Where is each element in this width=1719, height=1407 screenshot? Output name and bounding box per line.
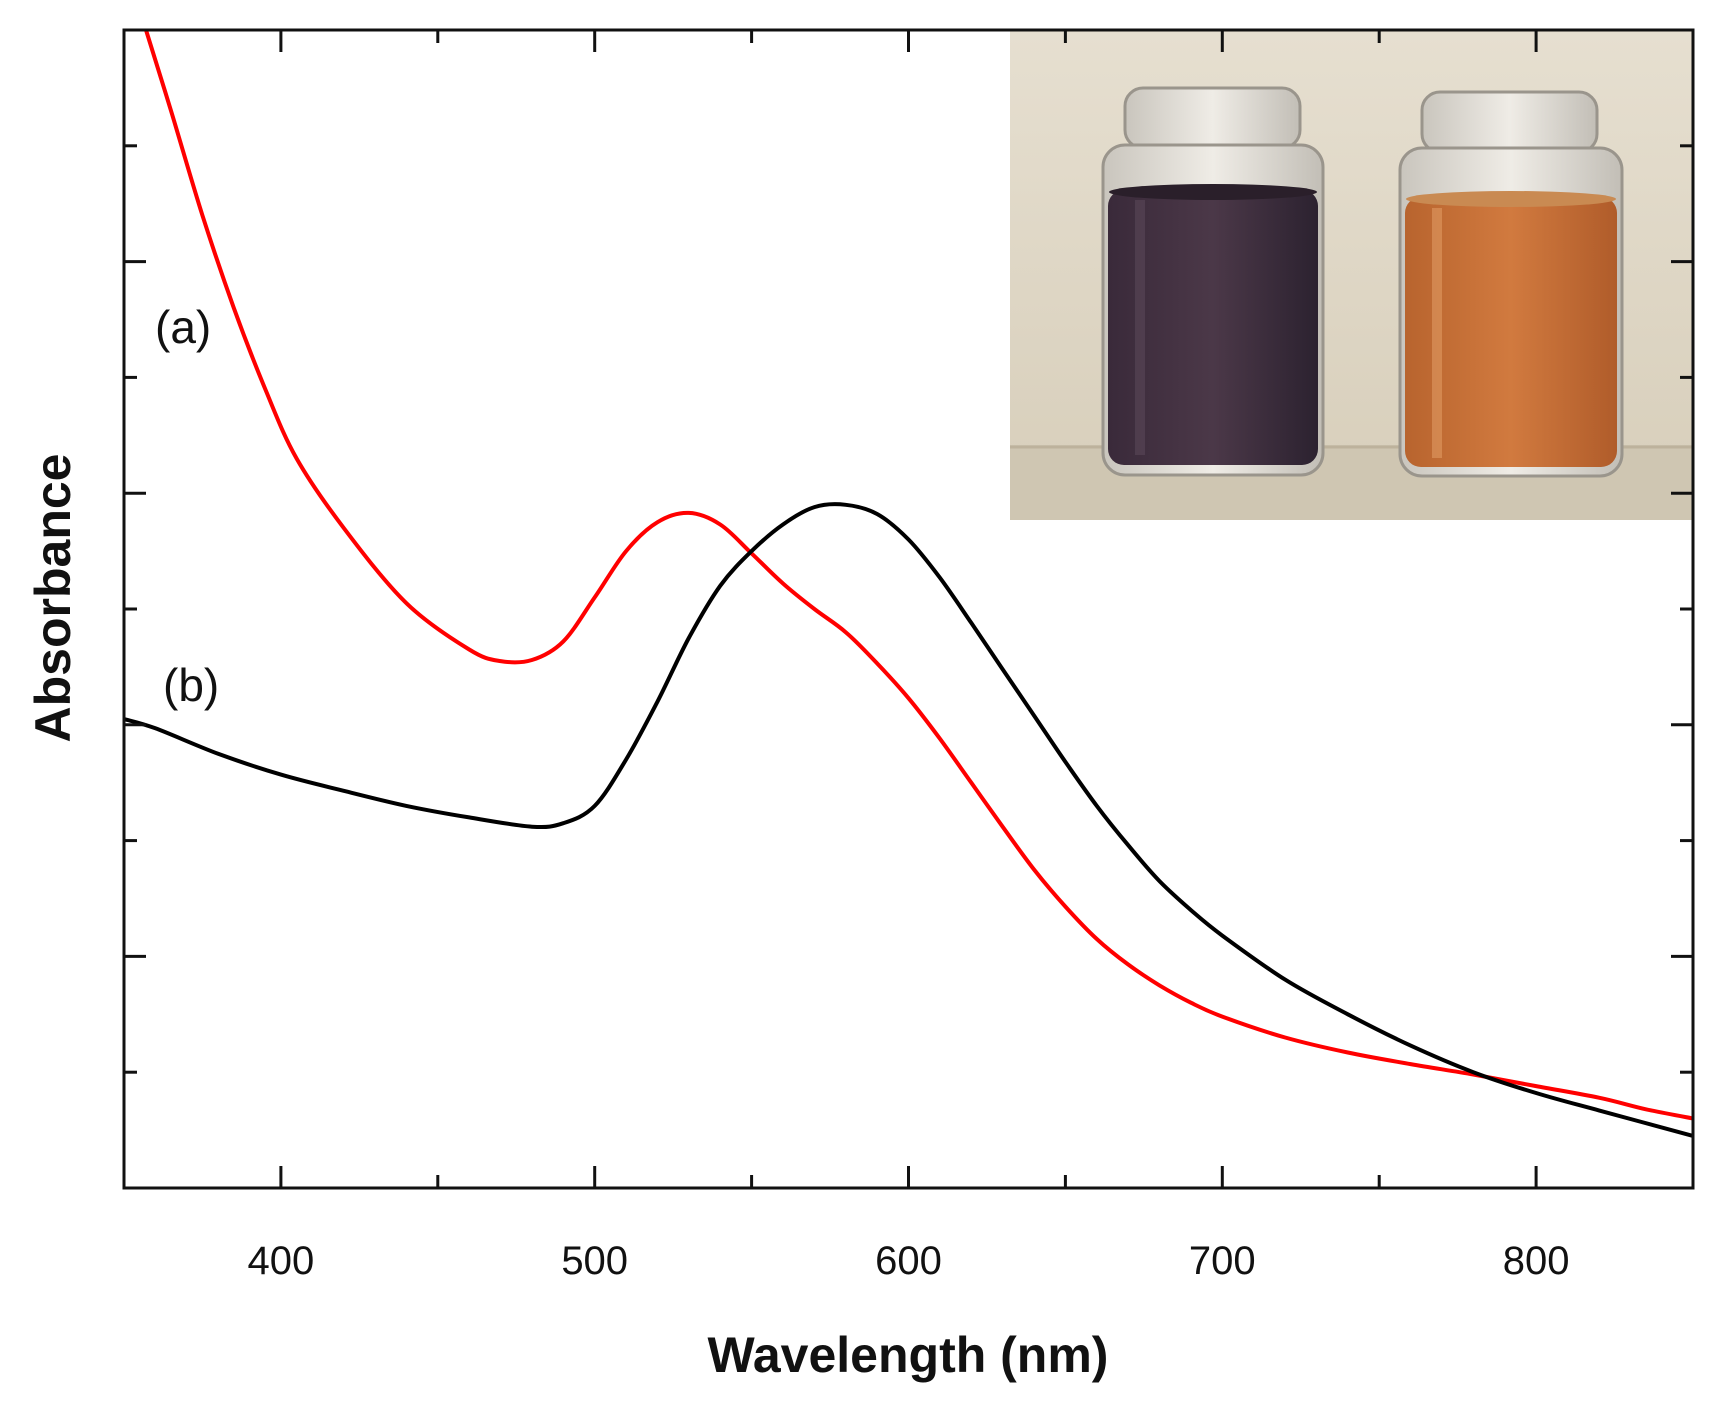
x-tick-labels: 400 500 600 700 800	[248, 1239, 1570, 1283]
curve-a-line	[144, 30, 1693, 1121]
x-tick-label: 600	[875, 1239, 942, 1283]
x-tick-label: 800	[1503, 1239, 1570, 1283]
axis-ticks	[124, 30, 1695, 1188]
x-axis-title: Wavelength (nm)	[708, 1327, 1109, 1383]
y-axis-title: Absorbance	[25, 454, 81, 743]
curve-a-label: (a)	[155, 301, 211, 353]
curve-b-line	[124, 502, 1693, 1138]
x-tick-label: 400	[248, 1239, 315, 1283]
x-tick-label: 500	[561, 1239, 628, 1283]
curve-b-label: (b)	[163, 659, 219, 711]
x-tick-label: 700	[1189, 1239, 1256, 1283]
dark-vial	[1101, 86, 1325, 477]
orange-vial	[1398, 90, 1624, 478]
inset-photo-vials	[1010, 30, 1693, 520]
